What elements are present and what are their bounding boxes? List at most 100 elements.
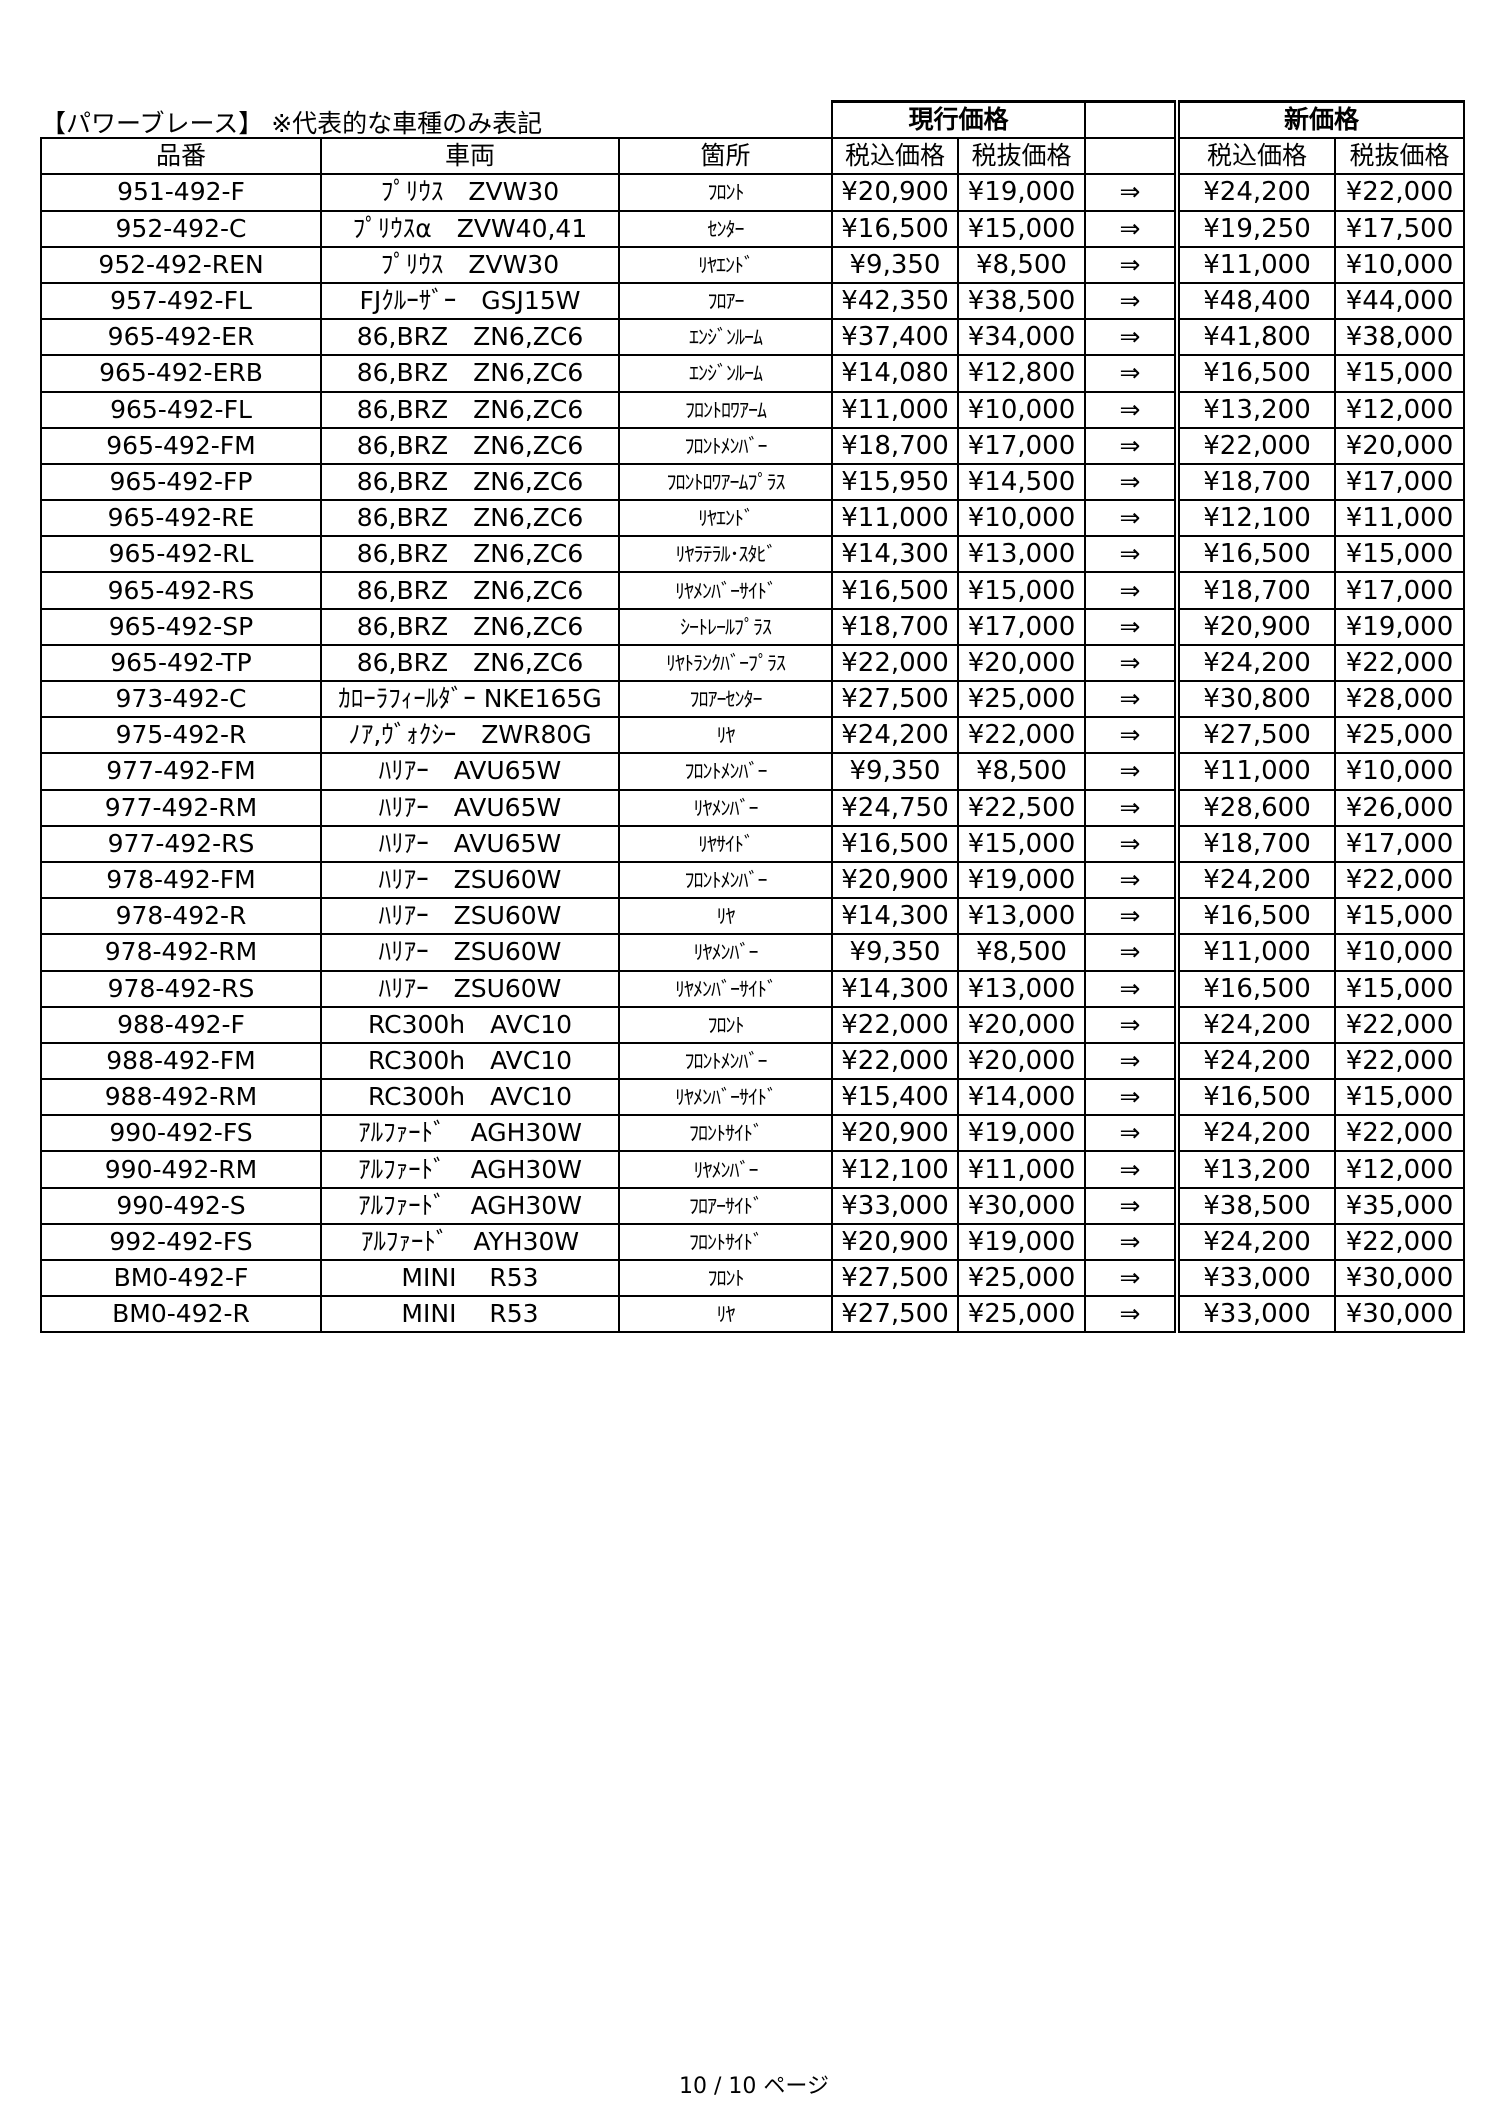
vehicle-cell: FJｸﾙｰｻﾞｰ GSJ15W [320,281,620,321]
current-tax-in-cell: ¥15,950 [831,462,959,502]
current-tax-ex-cell: ¥34,000 [957,318,1086,357]
part-number-cell: 952-492-C [40,209,322,248]
table-row: 965-492-FM 86,BRZ ZN6,ZC6 ﾌﾛﾝﾄﾒﾝﾊﾞｰ ¥18,700… [40,426,1465,465]
part-number-cell: 977-492-RS [40,824,322,863]
group-header-row: 現行価格 新価格 [41,100,1465,140]
table-row: 973-492-C ｶﾛｰﾗﾌｨｰﾙﾀﾞｰ NKE165G ﾌﾛｱｰｾﾝﾀｰ ¥27,… [40,679,1465,719]
price-table: 現行価格 新価格 品番 車両 箇所 税込価格 税抜価格 税込価格 税抜価格 95… [40,100,1465,1334]
new-tax-ex-cell: ¥12,000 [1334,1150,1465,1189]
table-row: 965-492-ERB 86,BRZ ZN6,ZC6 ｴﾝｼﾞﾝﾙｰﾑ ¥14,080… [40,354,1465,393]
new-tax-ex-cell: ¥22,000 [1334,1114,1465,1153]
current-tax-ex-cell: ¥14,500 [957,462,1086,502]
new-tax-in-cell: ¥13,200 [1174,1150,1336,1189]
header-tax-ex: 税抜価格 [957,137,1086,176]
arrow-cell: ⇒ [1084,318,1178,357]
part-number-cell: 988-492-F [40,1005,322,1044]
current-tax-ex-cell: ¥19,000 [957,173,1086,212]
new-tax-in-cell: ¥48,400 [1174,281,1336,321]
current-tax-in-cell: ¥20,900 [831,1114,959,1153]
arrow-cell: ⇒ [1084,535,1178,574]
new-tax-ex-cell: ¥22,000 [1334,860,1465,900]
new-tax-in-cell: ¥16,500 [1174,535,1336,574]
new-tax-in-cell: ¥38,500 [1174,1186,1336,1225]
current-tax-in-cell: ¥24,200 [831,716,959,755]
part-number-cell: 992-492-FS [40,1222,322,1262]
vehicle-cell: MINI R53 [320,1258,620,1298]
new-tax-in-cell: ¥16,500 [1174,1078,1336,1117]
vehicle-cell: 86,BRZ ZN6,ZC6 [320,318,620,357]
new-tax-ex-cell: ¥30,000 [1334,1258,1465,1298]
current-tax-ex-cell: ¥38,500 [957,281,1086,321]
vehicle-cell: ﾉｱ,ｳﾞｫｸｼｰ ZWR80G [320,716,620,755]
vehicle-cell: ﾌﾟﾘｳｽα ZVW40,41 [320,209,620,248]
location-cell: ﾘﾔｻｲﾄﾞ [618,824,833,863]
part-number-cell: 957-492-FL [40,281,322,321]
part-number-cell: 975-492-R [40,716,322,755]
table-row: 977-492-RM ﾊﾘｱｰ AVU65W ﾘﾔﾒﾝﾊﾞｰ ¥24,750 ¥22,5… [40,788,1465,827]
current-tax-in-cell: ¥20,900 [831,173,959,212]
vehicle-cell: ｱﾙﾌｧｰﾄﾞ AGH30W [320,1186,620,1225]
new-tax-in-cell: ¥33,000 [1174,1258,1336,1298]
arrow-cell: ⇒ [1084,643,1178,683]
table-row: 952-492-C ﾌﾟﾘｳｽα ZVW40,41 ｾﾝﾀｰ ¥16,500 ¥15,0… [40,209,1465,248]
table-row: 952-492-REN ﾌﾟﾘｳｽ ZVW30 ﾘﾔｴﾝﾄﾞ ¥9,350 ¥8,500… [40,245,1465,284]
new-tax-in-cell: ¥13,200 [1174,390,1336,429]
current-tax-in-cell: ¥14,300 [831,535,959,574]
current-tax-ex-cell: ¥15,000 [957,571,1086,610]
current-tax-in-cell: ¥27,500 [831,1258,959,1298]
current-tax-ex-cell: ¥19,000 [957,1114,1086,1153]
new-tax-ex-cell: ¥17,000 [1334,824,1465,863]
new-tax-in-cell: ¥28,600 [1174,788,1336,827]
new-tax-in-cell: ¥20,900 [1174,607,1336,646]
current-tax-ex-cell: ¥13,000 [957,535,1086,574]
table-row: 988-492-F RC300h AVC10 ﾌﾛﾝﾄ ¥22,000 ¥20,000 ⇒… [40,1005,1465,1044]
location-cell: ﾌﾛﾝﾄﾒﾝﾊﾞｰ [618,752,833,791]
current-tax-ex-cell: ¥13,000 [957,897,1086,936]
vehicle-cell: 86,BRZ ZN6,ZC6 [320,462,620,502]
location-cell: ﾌﾛｱｰｻｲﾄﾞ [618,1186,833,1225]
arrow-cell: ⇒ [1084,933,1178,972]
current-tax-in-cell: ¥11,000 [831,499,959,538]
new-tax-in-cell: ¥24,200 [1174,1114,1336,1153]
new-tax-in-cell: ¥41,800 [1174,318,1336,357]
part-number-cell: 965-492-RS [40,571,322,610]
arrow-cell: ⇒ [1084,1186,1178,1225]
part-number-cell: 965-492-TP [40,643,322,683]
header-arrow-blank [1084,137,1178,176]
current-price-group: 現行価格 [831,100,1086,140]
location-cell: ﾌﾛｱｰｾﾝﾀｰ [618,679,833,719]
arrow-cell: ⇒ [1084,1295,1178,1334]
vehicle-cell: RC300h AVC10 [320,1041,620,1081]
part-number-cell: 978-492-R [40,897,322,936]
new-tax-in-cell: ¥24,200 [1174,860,1336,900]
current-tax-ex-cell: ¥22,500 [957,788,1086,827]
arrow-cell: ⇒ [1084,499,1178,538]
arrow-cell: ⇒ [1084,390,1178,429]
sheet-title: 【パワーブレース】 ※代表的な車種のみ表記 [41,109,543,138]
current-tax-in-cell: ¥14,300 [831,897,959,936]
part-number-cell: 990-492-RM [40,1150,322,1189]
table-row: 978-492-FM ﾊﾘｱｰ ZSU60W ﾌﾛﾝﾄﾒﾝﾊﾞｰ ¥20,900 ¥19… [40,860,1465,900]
table-row: 951-492-F ﾌﾟﾘｳｽ ZVW30 ﾌﾛﾝﾄ ¥20,900 ¥19,000 ⇒ ¥… [40,173,1465,212]
table-row: 988-492-RM RC300h AVC10 ﾘﾔﾒﾝﾊﾞｰｻｲﾄﾞ ¥15,400… [40,1078,1465,1117]
new-tax-ex-cell: ¥10,000 [1334,245,1465,284]
location-cell: ﾌﾛﾝﾄ [618,173,833,212]
vehicle-cell: ﾊﾘｱｰ AVU65W [320,824,620,863]
new-tax-ex-cell: ¥26,000 [1334,788,1465,827]
location-cell: ﾘﾔﾒﾝﾊﾞｰｻｲﾄﾞ [618,571,833,610]
new-tax-in-cell: ¥33,000 [1174,1295,1336,1334]
new-tax-in-cell: ¥24,200 [1174,1005,1336,1044]
location-cell: ｴﾝｼﾞﾝﾙｰﾑ [618,318,833,357]
current-tax-in-cell: ¥14,080 [831,354,959,393]
current-tax-ex-cell: ¥20,000 [957,1041,1086,1081]
current-tax-ex-cell: ¥8,500 [957,752,1086,791]
current-tax-in-cell: ¥22,000 [831,1041,959,1081]
table-row: 978-492-RM ﾊﾘｱｰ ZSU60W ﾘﾔﾒﾝﾊﾞｰ ¥9,350 ¥8,500… [40,933,1465,972]
table-row: 977-492-FM ﾊﾘｱｰ AVU65W ﾌﾛﾝﾄﾒﾝﾊﾞｰ ¥9,350 ¥8,5… [40,752,1465,791]
vehicle-cell: 86,BRZ ZN6,ZC6 [320,607,620,646]
new-tax-ex-cell: ¥17,000 [1334,571,1465,610]
new-tax-in-cell: ¥18,700 [1174,824,1336,863]
current-tax-ex-cell: ¥19,000 [957,1222,1086,1262]
arrow-cell: ⇒ [1084,752,1178,791]
current-tax-ex-cell: ¥30,000 [957,1186,1086,1225]
